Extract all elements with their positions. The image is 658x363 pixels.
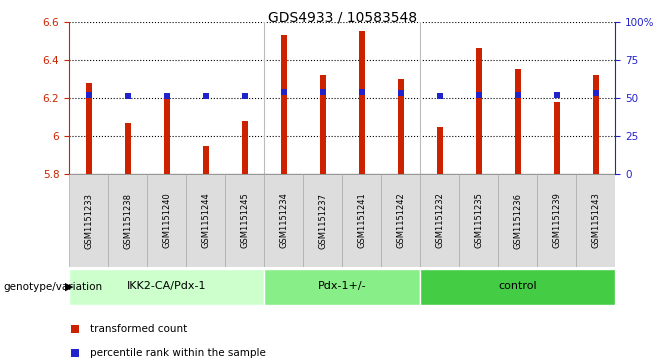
Point (122, 94, 133, 99)
Text: Pdx-1+/-: Pdx-1+/- (318, 281, 367, 291)
Bar (593, 75, 599, 174)
Point (69, 350, 80, 355)
FancyBboxPatch shape (537, 174, 576, 267)
FancyBboxPatch shape (69, 174, 108, 267)
Bar (476, 49, 482, 174)
Text: GSM1151238: GSM1151238 (123, 192, 132, 249)
Bar (359, 31, 365, 174)
Text: control: control (498, 281, 537, 291)
Text: genotype/variation: genotype/variation (3, 282, 103, 292)
Text: GSM1151236: GSM1151236 (513, 192, 522, 249)
Bar (515, 69, 520, 174)
Point (278, 89, 289, 95)
Point (434, 94, 445, 99)
Text: GSM1151241: GSM1151241 (357, 193, 366, 248)
FancyBboxPatch shape (147, 174, 186, 267)
FancyBboxPatch shape (186, 174, 225, 267)
Text: GSM1151242: GSM1151242 (396, 193, 405, 248)
Bar (320, 75, 326, 174)
Point (240, 94, 250, 99)
Text: GSM1151240: GSM1151240 (162, 193, 171, 248)
FancyBboxPatch shape (225, 174, 264, 267)
Bar (124, 123, 130, 174)
Text: ▶: ▶ (64, 282, 73, 292)
FancyBboxPatch shape (420, 174, 459, 267)
Bar (437, 127, 443, 174)
Text: GSM1151243: GSM1151243 (592, 193, 600, 248)
Point (551, 92, 562, 98)
FancyBboxPatch shape (108, 174, 147, 267)
Text: transformed count: transformed count (90, 324, 187, 334)
FancyBboxPatch shape (264, 174, 303, 267)
Bar (86, 83, 91, 174)
Point (513, 92, 523, 98)
Bar (164, 94, 170, 174)
Text: GSM1151237: GSM1151237 (318, 192, 327, 249)
Text: GSM1151233: GSM1151233 (84, 192, 93, 249)
Text: GDS4933 / 10583548: GDS4933 / 10583548 (268, 11, 417, 25)
Bar (241, 121, 247, 174)
FancyBboxPatch shape (264, 269, 420, 305)
Point (317, 89, 328, 95)
Point (473, 92, 484, 98)
FancyBboxPatch shape (459, 174, 498, 267)
Text: GSM1151239: GSM1151239 (552, 193, 561, 248)
FancyBboxPatch shape (420, 269, 615, 305)
Text: GSM1151244: GSM1151244 (201, 193, 210, 248)
FancyBboxPatch shape (576, 174, 615, 267)
Bar (203, 146, 209, 174)
Text: GSM1151245: GSM1151245 (240, 193, 249, 248)
Text: GSM1151232: GSM1151232 (435, 193, 444, 248)
FancyBboxPatch shape (381, 174, 420, 267)
Text: GSM1151235: GSM1151235 (474, 193, 483, 248)
Point (84, 92, 94, 98)
Text: GSM1151234: GSM1151234 (279, 193, 288, 248)
Point (357, 89, 367, 95)
Point (69, 326, 80, 332)
Bar (281, 35, 287, 174)
Point (161, 94, 172, 99)
FancyBboxPatch shape (303, 174, 342, 267)
Point (200, 94, 211, 99)
Text: percentile rank within the sample: percentile rank within the sample (90, 348, 266, 358)
Point (590, 90, 601, 96)
FancyBboxPatch shape (69, 269, 264, 305)
Bar (397, 79, 403, 174)
FancyBboxPatch shape (498, 174, 537, 267)
Point (395, 90, 406, 96)
FancyBboxPatch shape (342, 174, 381, 267)
Text: IKK2-CA/Pdx-1: IKK2-CA/Pdx-1 (127, 281, 207, 291)
Bar (554, 102, 560, 174)
